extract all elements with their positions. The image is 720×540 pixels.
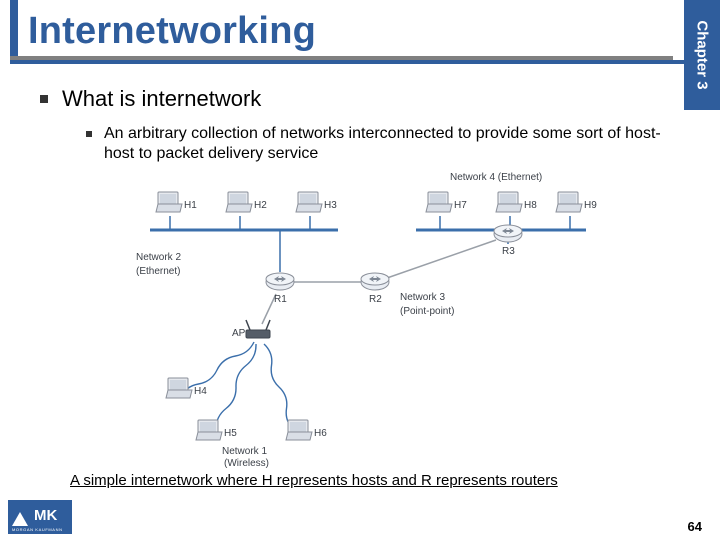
router-node: R1 (266, 273, 294, 305)
svg-text:MORGAN KAUFMANN: MORGAN KAUFMANN (12, 527, 63, 532)
network-diagram: H1 H2 H3 H7 H8 H9 H4 H5 H6 R1 R2 R3 AP Network 4 (Eth… (120, 172, 600, 468)
host-label: H1 (184, 200, 197, 211)
chapter-label: Chapter 3 (694, 20, 711, 89)
slide-root: Internetworking Chapter 3 What is intern… (0, 0, 720, 540)
host-label: H2 (254, 200, 267, 211)
title-accent (10, 0, 18, 64)
network-label: Network 1 (222, 446, 267, 457)
host-label: H8 (524, 200, 537, 211)
host-label: H4 (194, 386, 207, 397)
diagram-svg: H1 H2 H3 H7 H8 H9 H4 H5 H6 R1 R2 R3 AP Network 4 (Eth… (120, 172, 600, 468)
wireless-link (264, 344, 294, 430)
network-label: (Ethernet) (136, 266, 180, 277)
title-line-blue (10, 60, 710, 64)
host-label: H5 (224, 428, 237, 439)
figure-caption: A simple internetwork where H represents… (70, 472, 558, 489)
network-label: Network 4 (Ethernet) (450, 172, 542, 183)
router-label: R2 (369, 294, 382, 305)
link-line (387, 240, 496, 278)
bullet-level2: An arbitrary collection of networks inte… (86, 124, 680, 164)
host-node: H3 (296, 192, 337, 212)
content-area: What is internetwork An arbitrary collec… (40, 86, 680, 164)
network-label: Network 2 (136, 252, 181, 263)
host-label: H3 (324, 200, 337, 211)
ap-node: AP (232, 320, 270, 339)
host-node: H5 (196, 420, 237, 440)
host-node: H7 (426, 192, 467, 212)
network-label: (Wireless) (224, 458, 269, 468)
host-node: H8 (496, 192, 537, 212)
bullet1-text: What is internetwork (62, 86, 261, 112)
network-label: (Point-point) (400, 306, 454, 317)
host-node: H1 (156, 192, 197, 212)
network-label: Network 3 (400, 292, 445, 303)
host-node: H4 (166, 378, 207, 398)
bullet-square-icon (40, 95, 48, 103)
router-label: R3 (502, 246, 515, 257)
bullet2-text: An arbitrary collection of networks inte… (104, 124, 680, 164)
router-node: R3 (494, 225, 522, 257)
host-node: H6 (286, 420, 327, 440)
host-label: H6 (314, 428, 327, 439)
publisher-logo: MK MORGAN KAUFMANN (8, 500, 72, 534)
chapter-tab: Chapter 3 (684, 0, 720, 110)
host-node: H9 (556, 192, 597, 212)
bullet-level1: What is internetwork (40, 86, 680, 112)
page-title: Internetworking (28, 10, 316, 53)
wireless-link (216, 344, 256, 430)
ap-label: AP (232, 328, 246, 339)
host-node: H2 (226, 192, 267, 212)
host-label: H7 (454, 200, 467, 211)
router-node: R2 (361, 273, 389, 305)
host-label: H9 (584, 200, 597, 211)
title-band: Internetworking (0, 0, 720, 74)
page-number: 64 (688, 519, 702, 534)
logo-mk-text: MK (34, 507, 57, 524)
router-label: R1 (274, 294, 287, 305)
bullet-square-icon (86, 131, 92, 137)
